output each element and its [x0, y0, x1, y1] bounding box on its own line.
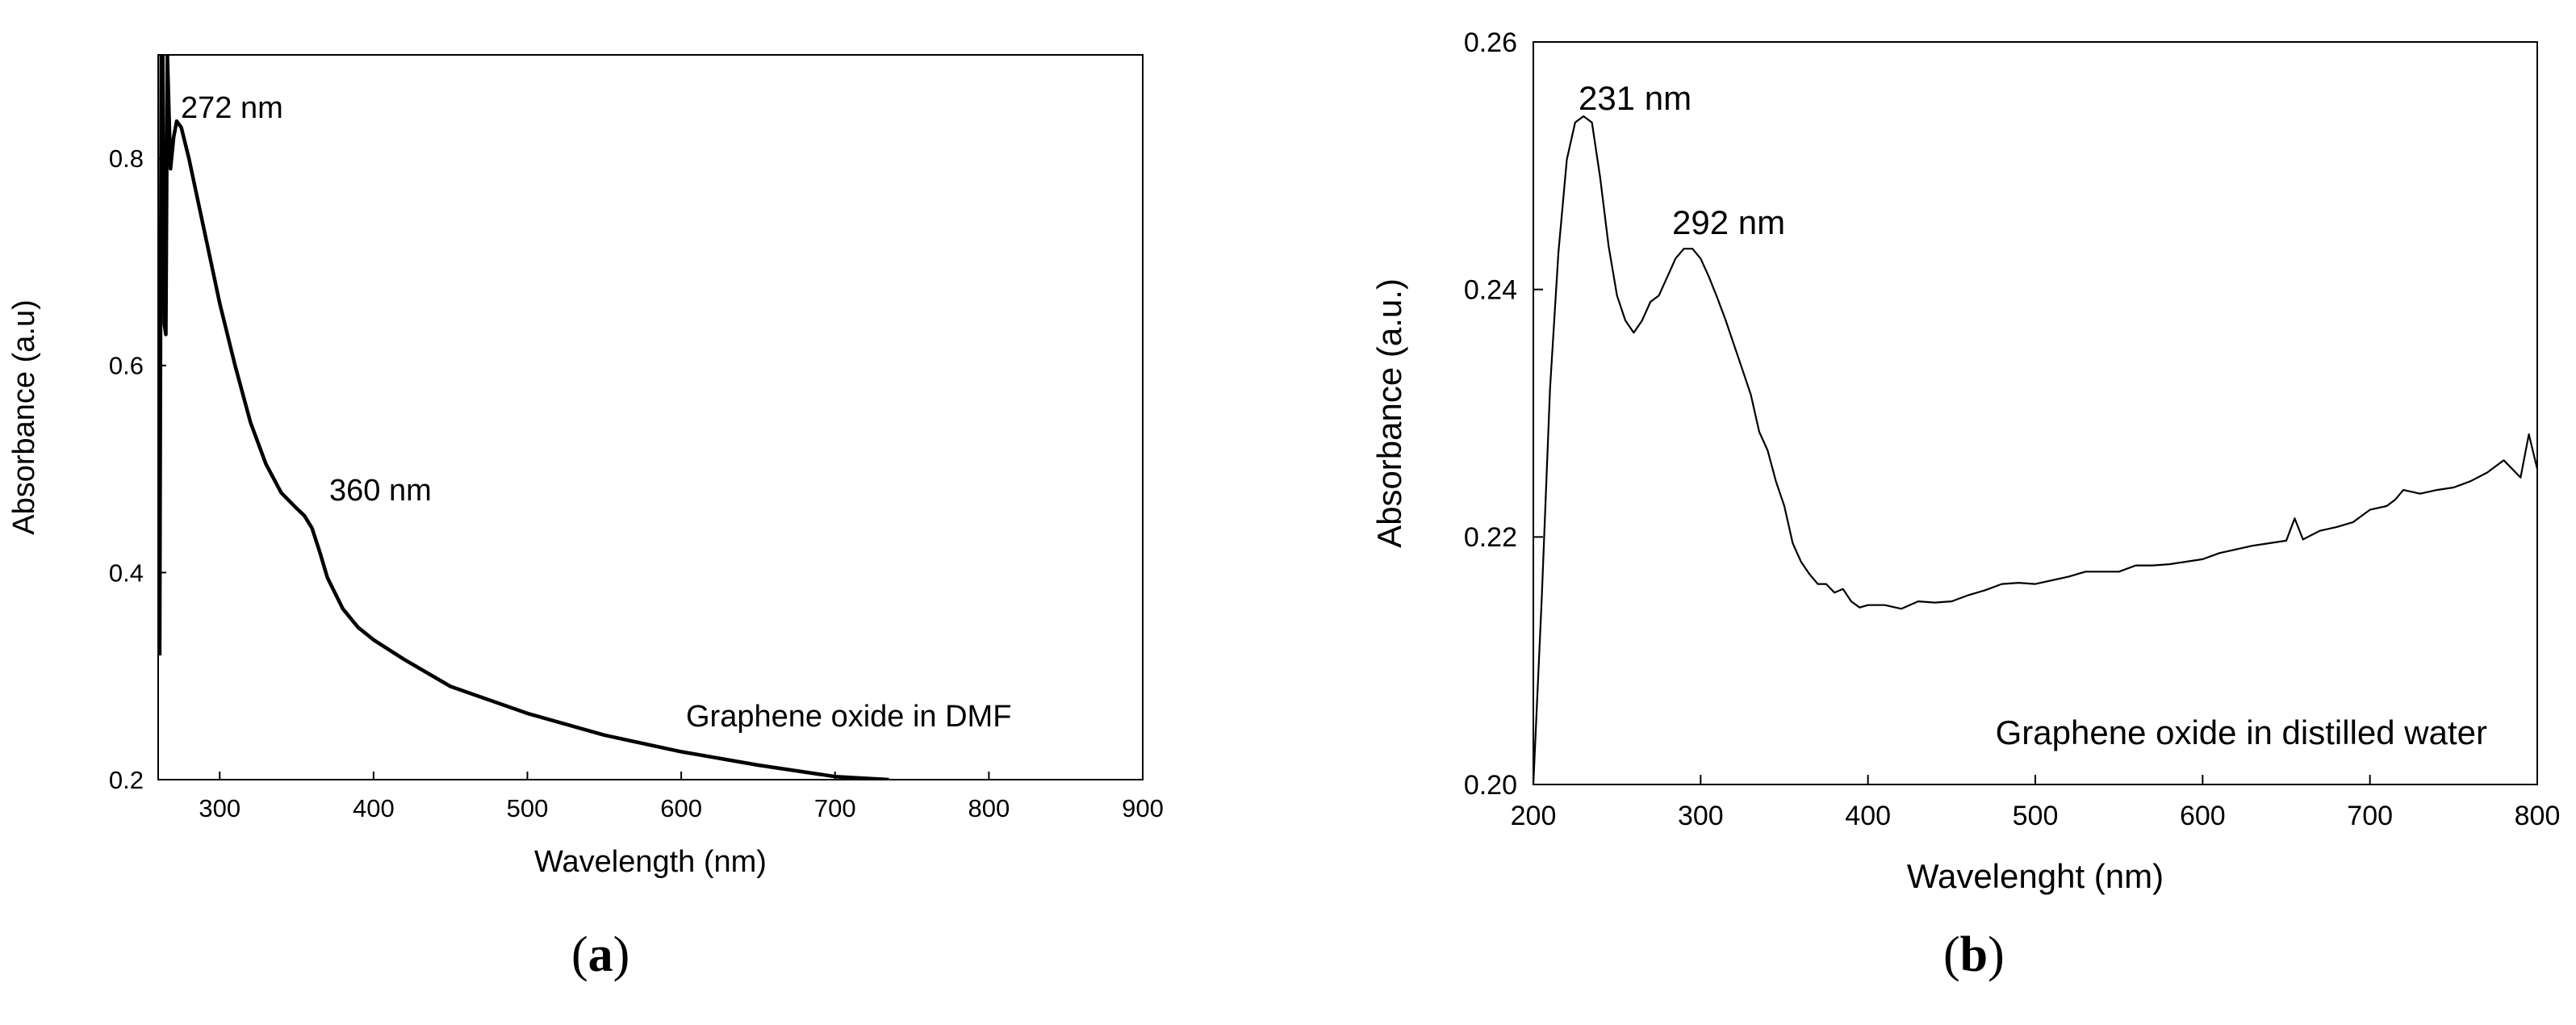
x-tick-label: 500 — [507, 794, 549, 822]
x-tick-label: 800 — [968, 794, 1010, 822]
panel-a-label: a — [588, 927, 613, 982]
x-tick-label: 400 — [353, 794, 395, 822]
chart-annotation: Graphene oxide in distilled water — [1996, 713, 2487, 751]
y-axis-label: Absorbance (a.u.) — [1370, 278, 1408, 548]
y-tick-label: 0.8 — [109, 144, 144, 173]
chart-annotation: 231 nm — [1579, 79, 1692, 117]
x-tick-label: 600 — [660, 794, 702, 822]
x-tick-label: 900 — [1122, 794, 1164, 822]
chart-a-svg: 300 400 500 600 700 800 900 0.2 0.4 0.6 0.8 Wavelen… — [7, 54, 1164, 879]
chart-b-svg: 200 300 400 500 600 700 800 0.20 0.22 0.24 0.26 Wav… — [1370, 27, 2561, 895]
y-tick-label: 0.22 — [1464, 522, 1517, 553]
series-line-a — [158, 55, 889, 780]
x-tick-label: 700 — [814, 794, 856, 822]
plot-frame-b — [1533, 41, 2538, 785]
x-axis-label: Wavelength (nm) — [534, 845, 767, 879]
x-tick-label: 400 — [1845, 801, 1891, 831]
x-axis-label: Wavelenght (nm) — [1907, 857, 2164, 895]
chart-annotation: 272 nm — [181, 91, 283, 125]
plot-frame-a — [157, 54, 1144, 780]
chart-annotation: 292 nm — [1672, 203, 1785, 241]
y-tick-label: 0.6 — [109, 352, 144, 380]
series-line-b — [1533, 115, 2537, 784]
chart-annotation: 360 nm — [329, 474, 432, 508]
y-tick-label: 0.2 — [109, 766, 144, 794]
chart-panel-b: 200 300 400 500 600 700 800 0.20 0.22 0.24 0.26 Wav… — [1288, 0, 2576, 1021]
y-tick-label: 0.4 — [109, 559, 144, 587]
chart-panel-a: 300 400 500 600 700 800 900 0.2 0.4 0.6 0.8 Wavelen… — [0, 0, 1288, 1021]
panel-b-label: b — [1959, 927, 1988, 982]
x-tick-label: 200 — [1511, 801, 1557, 831]
y-axis-label: Absorbance (a.u) — [7, 299, 41, 535]
chart-annotation: Graphene oxide in DMF — [686, 700, 1011, 734]
x-tick-label: 600 — [2180, 801, 2226, 831]
x-tick-label: 700 — [2347, 801, 2393, 831]
y-tick-label: 0.24 — [1464, 275, 1517, 306]
panel-b-caption: (b) — [1943, 927, 2005, 982]
x-tick-label: 300 — [199, 794, 240, 822]
y-tick-label: 0.20 — [1464, 770, 1517, 801]
y-tick-label: 0.26 — [1464, 27, 1517, 58]
x-tick-label: 300 — [1678, 801, 1724, 831]
x-tick-label: 500 — [2013, 801, 2059, 831]
x-tick-label: 800 — [2515, 801, 2561, 831]
panel-a-caption: (a) — [571, 927, 630, 982]
